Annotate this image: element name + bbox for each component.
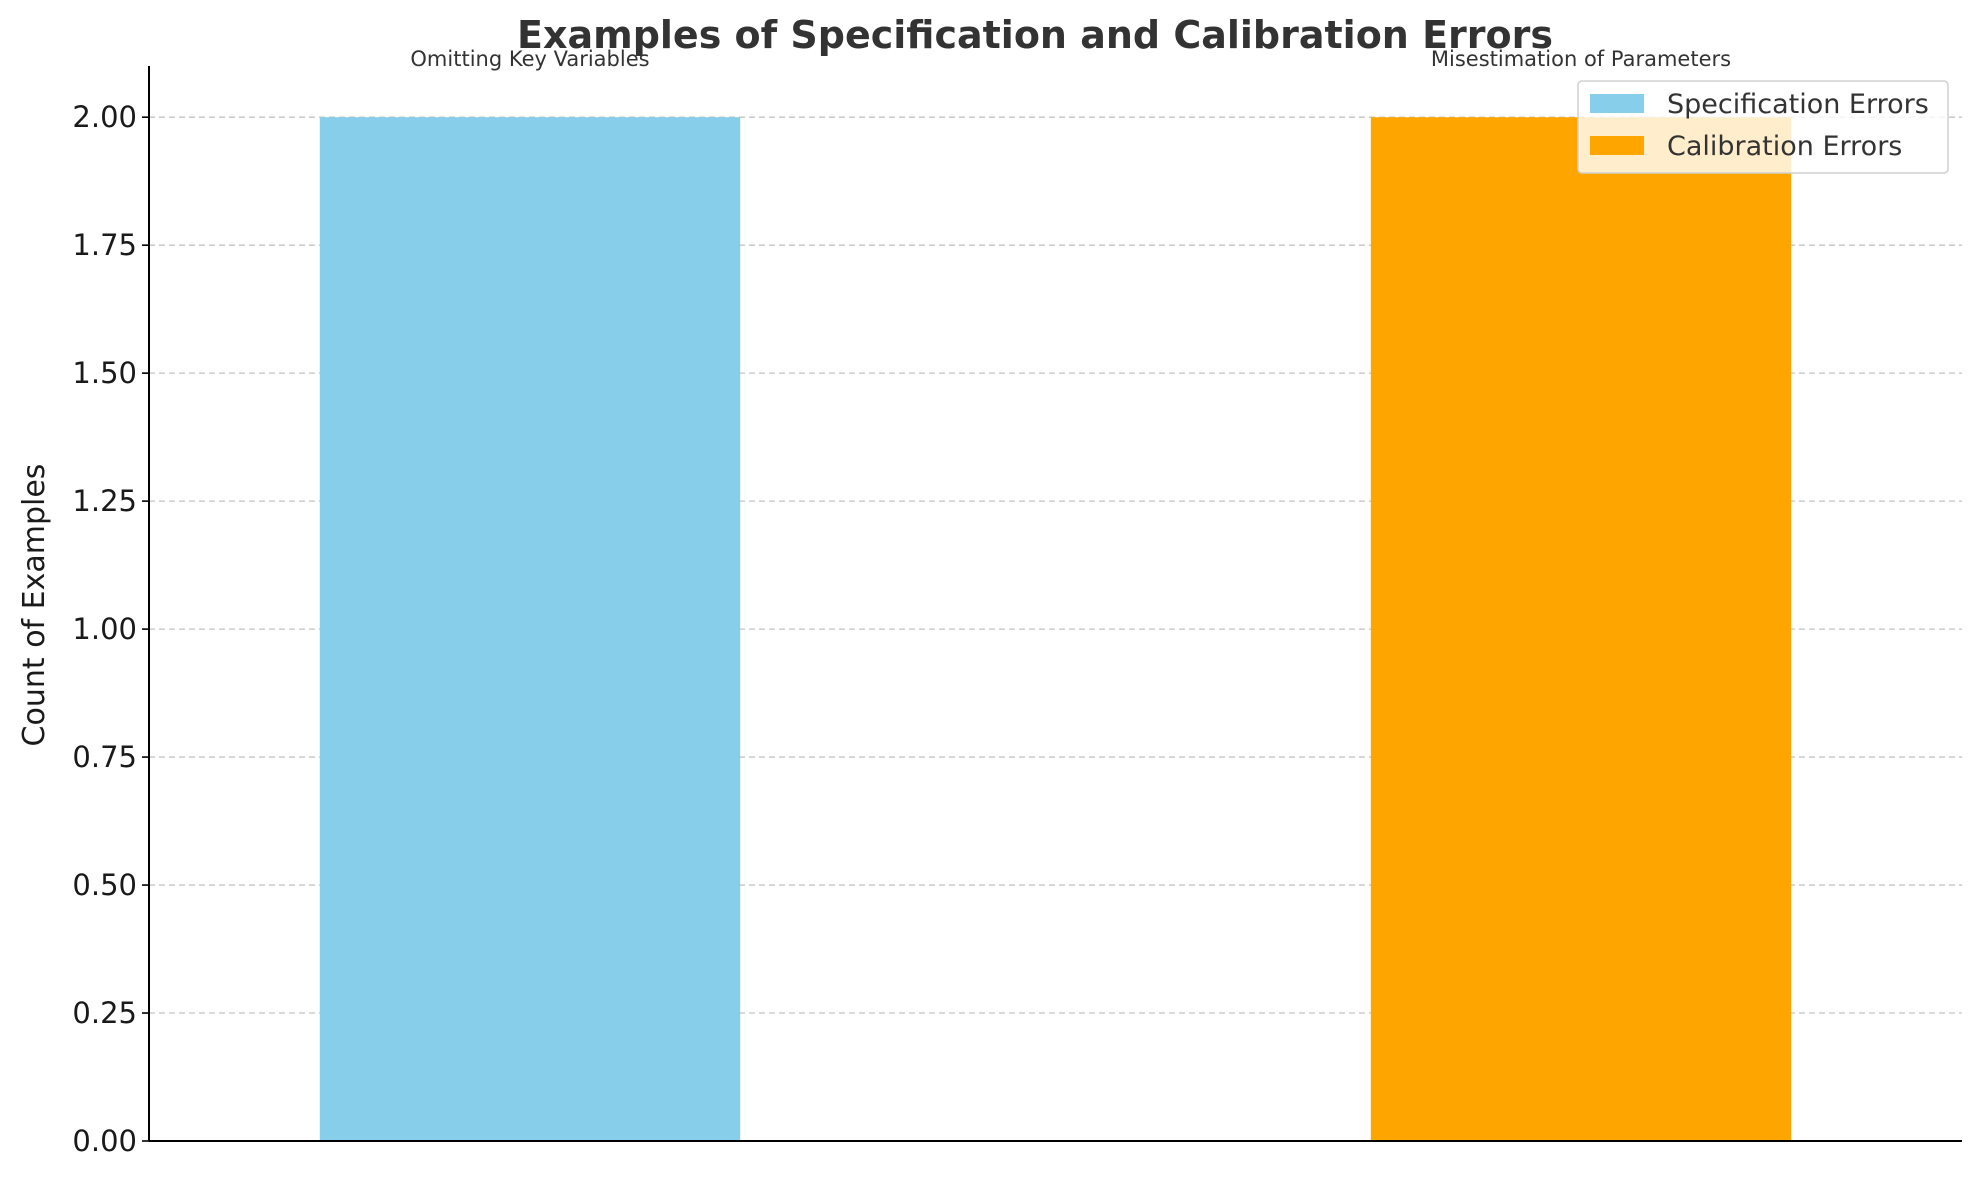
y-tick-label: 0.25: [72, 996, 137, 1030]
y-tick-label: 1.50: [72, 356, 137, 390]
y-tick-label: 1.00: [72, 612, 137, 646]
legend-box: [1577, 80, 1949, 174]
bar-calibration-errors: [1370, 117, 1792, 1141]
legend-label: Specification Errors: [1667, 89, 1929, 120]
y-tick-label: 1.75: [72, 228, 137, 262]
y-axis-ticks: 0.00 0.25 0.50 0.75 1.00 1.25 1.50 1.75 2.00: [72, 100, 149, 1158]
y-tick-label: 1.25: [72, 484, 137, 518]
legend-label: Calibration Errors: [1667, 131, 1902, 162]
bar-label: Misestimation of Parameters: [1431, 47, 1731, 71]
bar-labels: Omitting Key Variables Misestimation of P…: [410, 47, 1731, 71]
y-axis-label: Count of Examples: [17, 464, 52, 747]
bars: [319, 117, 1792, 1141]
chart-title: Examples of Specification and Calibratio…: [517, 13, 1553, 57]
bar-label: Omitting Key Variables: [410, 47, 649, 71]
y-tick-label: 2.00: [72, 100, 137, 134]
y-tick-label: 0.75: [72, 740, 137, 774]
bar-specification-errors: [319, 117, 741, 1141]
y-tick-label: 0.50: [72, 868, 137, 902]
y-tick-label: 0.00: [72, 1124, 137, 1158]
legend-swatch: [1590, 136, 1644, 155]
legend: Specification Errors Calibration Errors: [1577, 80, 1949, 174]
legend-swatch: [1590, 94, 1644, 113]
